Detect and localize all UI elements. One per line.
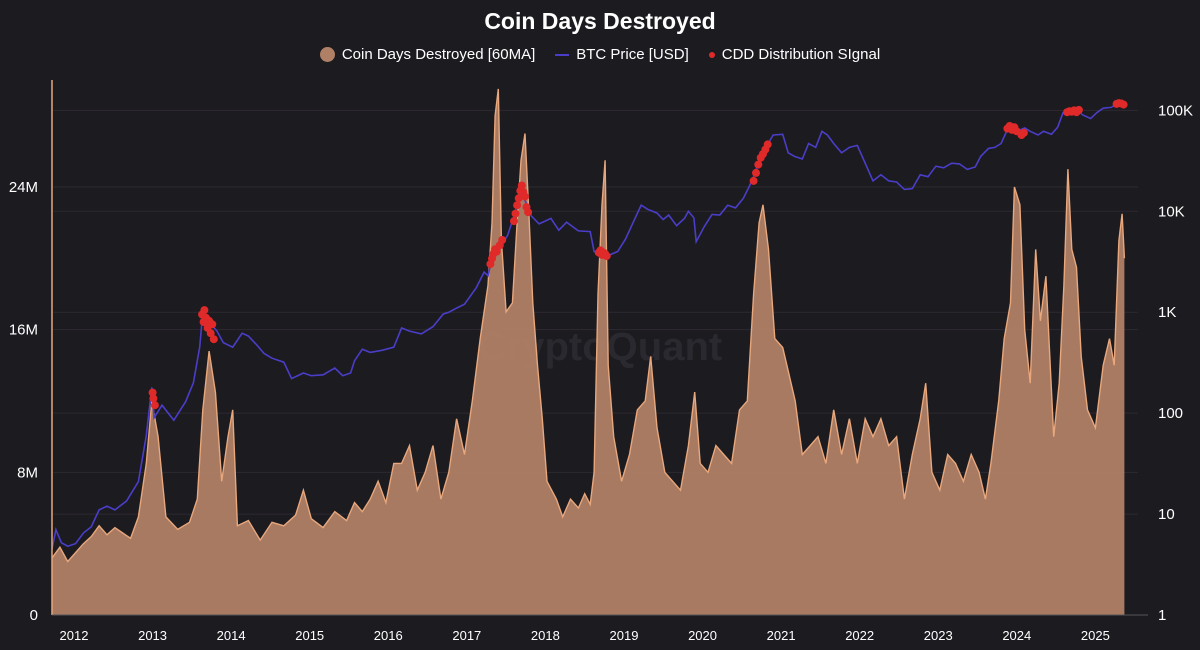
y-left-tick-label-1: 8M <box>17 464 38 481</box>
x-tick-label-9: 2021 <box>767 628 796 643</box>
signal-point-54 <box>1074 105 1083 114</box>
signal-point-9 <box>206 329 215 338</box>
signal-point-24 <box>517 181 526 190</box>
y-right-tick-label-2: 100 <box>1158 405 1183 422</box>
signal-point-18 <box>498 236 507 244</box>
legend-cdd-label: Coin Days Destroyed [60MA] <box>341 46 536 63</box>
x-tick-label-4: 2016 <box>374 628 403 643</box>
btc-price-line <box>51 102 1125 550</box>
chart-title: Coin Days Destroyed <box>484 8 716 34</box>
cdd-line <box>51 88 1126 563</box>
signal-point-37 <box>754 160 763 169</box>
x-tick-label-2: 2014 <box>217 628 246 643</box>
cdd-series <box>51 88 1126 615</box>
signal-point-48 <box>1019 128 1028 137</box>
legend-btc-swatch <box>555 53 570 56</box>
x-tick-label-13: 2025 <box>1081 628 1110 643</box>
y-left-tick-label-0: 0 <box>30 607 38 624</box>
signal-point-10 <box>208 320 217 329</box>
signal-point-20 <box>511 209 520 218</box>
signal-point-58 <box>1119 100 1128 109</box>
btc-price-series <box>51 102 1125 550</box>
signal-point-21 <box>513 201 522 210</box>
legend-cdd-swatch <box>319 47 335 62</box>
y-right-tick-label-1: 10 <box>1158 506 1175 523</box>
signal-point-2 <box>150 401 159 410</box>
cdd-signal-series <box>148 99 1128 410</box>
legend-signal-swatch <box>708 51 715 58</box>
signal-point-16 <box>492 247 501 256</box>
x-tick-label-10: 2022 <box>845 628 874 643</box>
x-tick-label-1: 2013 <box>138 628 167 643</box>
signal-point-22 <box>514 194 523 203</box>
signal-point-19 <box>510 217 518 226</box>
y-left-tick-label-3: 24M <box>9 179 38 196</box>
signal-point-5 <box>200 306 209 315</box>
signal-point-28 <box>524 208 533 217</box>
x-tick-label-6: 2018 <box>531 628 560 643</box>
x-tick-label-5: 2017 <box>452 628 481 643</box>
legend-item-cdd[interactable]: Coin Days Destroyed [60MA] <box>319 46 536 63</box>
legend-item-btc-price[interactable]: BTC Price [USD] <box>555 46 689 63</box>
signal-point-11 <box>209 335 218 344</box>
y-left-tick-label-2: 16M <box>9 322 38 339</box>
legend-signal-label: CDD Distribution SIgnal <box>721 46 881 63</box>
signal-point-34 <box>602 252 611 261</box>
x-tick-label-3: 2015 <box>295 628 324 643</box>
signal-point-26 <box>521 192 529 201</box>
x-tick-label-12: 2024 <box>1002 628 1031 643</box>
x-tick-label-11: 2023 <box>924 628 953 643</box>
y-right-tick-label-0: 1 <box>1158 607 1166 624</box>
signal-point-35 <box>749 176 758 185</box>
legend-btc-label: BTC Price [USD] <box>576 46 689 63</box>
signal-point-1 <box>149 394 158 403</box>
x-tick-label-0: 2012 <box>60 628 89 643</box>
cdd-area <box>52 88 1125 615</box>
signal-point-36 <box>752 168 760 177</box>
axes: 2012 2013 2014 2015 2016 2017 2018 2019 2020 2021… <box>9 80 1193 643</box>
x-tick-label-8: 2020 <box>688 628 717 643</box>
y-right-tick-label-3: 1K <box>1158 304 1176 321</box>
legend-item-signal[interactable]: CDD Distribution SIgnal <box>708 46 881 63</box>
x-tick-label-7: 2019 <box>610 628 639 643</box>
legend: Coin Days Destroyed [60MA] BTC Price [US… <box>0 46 1200 63</box>
signal-point-41 <box>763 140 772 149</box>
y-right-tick-label-4: 10K <box>1158 203 1185 220</box>
y-right-tick-label-5: 100K <box>1158 102 1193 119</box>
